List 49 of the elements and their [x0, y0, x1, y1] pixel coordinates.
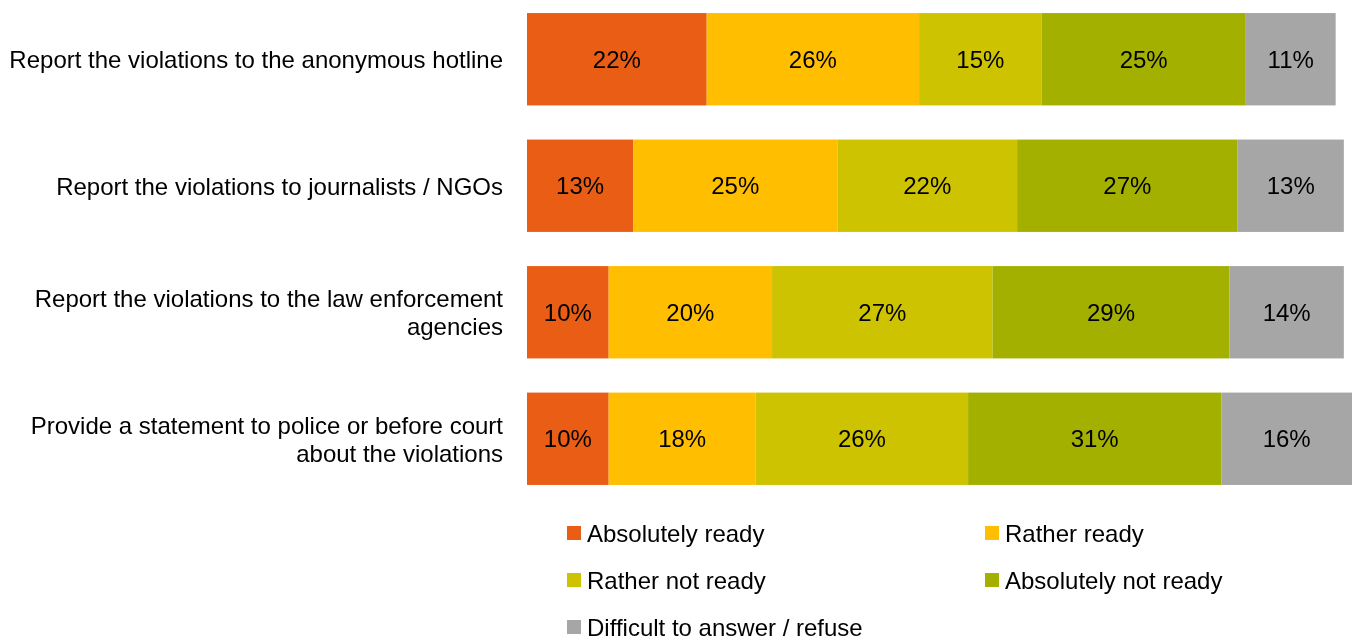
data-label: 26% — [788, 45, 837, 73]
data-label: 27% — [1103, 172, 1152, 200]
data-label: 27% — [858, 298, 907, 326]
data-label: 31% — [1070, 425, 1119, 453]
y-tick-label: Report the violations to the anonymous hotline — [9, 45, 503, 73]
bar — [968, 392, 1222, 485]
bar — [527, 13, 707, 106]
legend-label: Difficult to answer / refuse — [587, 613, 863, 639]
bar — [1017, 139, 1238, 232]
bar — [608, 266, 773, 359]
legend-label: Rather not ready — [587, 566, 766, 594]
data-label: 25% — [711, 172, 760, 200]
bar — [1245, 13, 1336, 106]
legend-label: Absolutely ready — [587, 519, 765, 547]
bar — [919, 13, 1042, 106]
data-label: 22% — [903, 172, 952, 200]
bar — [1041, 13, 1246, 106]
data-label: 16% — [1262, 425, 1311, 453]
data-label: 18% — [658, 425, 707, 453]
legend-label: Absolutely not ready — [1005, 566, 1223, 594]
bar — [1237, 139, 1344, 232]
legend-label: Rather ready — [1005, 519, 1144, 547]
data-label: 22% — [592, 45, 641, 73]
bar — [633, 139, 838, 232]
data-label: 13% — [1266, 172, 1315, 200]
bar — [706, 13, 920, 106]
data-label: 13% — [556, 172, 605, 200]
bar — [772, 266, 993, 359]
bar — [527, 139, 634, 232]
bar — [527, 392, 609, 485]
data-label: 10% — [543, 425, 592, 453]
y-tick-label: Report the violations to the law enforcement agencies — [34, 284, 504, 340]
bar — [608, 392, 756, 485]
bar — [992, 266, 1230, 359]
bar — [527, 266, 609, 359]
data-label: 11% — [1267, 45, 1314, 73]
bar — [1221, 392, 1352, 485]
y-tick-label: Report the violations to journalists / NGOs — [56, 172, 503, 200]
data-label: 14% — [1262, 298, 1311, 326]
data-label: 15% — [956, 45, 1005, 73]
y-tick-label: Provide a statement to police or before court about the violations — [30, 411, 504, 467]
bar — [755, 392, 969, 485]
bar — [837, 139, 1018, 232]
data-label: 29% — [1087, 298, 1136, 326]
data-label: 26% — [837, 425, 886, 453]
data-label: 10% — [543, 298, 592, 326]
data-label: 25% — [1119, 45, 1168, 73]
bar — [1229, 266, 1344, 359]
data-label: 20% — [666, 298, 715, 326]
